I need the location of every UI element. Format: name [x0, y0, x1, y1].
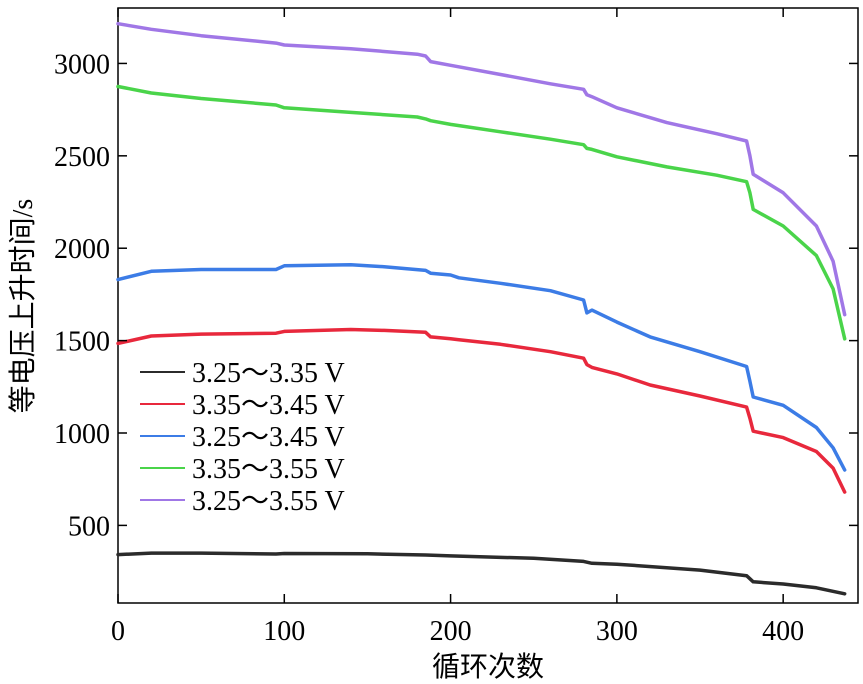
x-tick-label: 400	[762, 616, 804, 647]
legend-label: 3.35～3.45 V	[192, 390, 345, 421]
series-layer	[116, 21, 847, 596]
y-tick-label: 500	[68, 511, 110, 542]
y-tick-label: 2000	[54, 234, 110, 265]
axes-layer: 0 100 200 300 400 500 1000 1500 2000 2500 3000	[54, 8, 858, 647]
series-line-3	[116, 263, 847, 472]
series-line-1	[116, 551, 847, 596]
legend-label: 3.25～3.55 V	[192, 486, 345, 517]
x-tick-label: 300	[596, 616, 638, 647]
x-tick-label: 0	[111, 616, 125, 647]
x-tick-label: 100	[263, 616, 305, 647]
y-tick-label: 1500	[54, 327, 110, 358]
y-axis-label: 等电压上升时间/s	[7, 199, 39, 414]
legend: 3.25～3.35 V3.35～3.45 V3.25～3.45 V3.35～3.…	[140, 358, 345, 517]
plot-frame	[117, 7, 859, 604]
series-line-5	[116, 21, 847, 317]
y-tick-label: 3000	[54, 49, 110, 80]
series-line-2	[116, 327, 847, 494]
y-tick-label: 2500	[54, 142, 110, 173]
legend-label: 3.25～3.45 V	[192, 422, 345, 453]
x-axis-label: 循环次数	[432, 651, 544, 683]
x-tick-label: 200	[430, 616, 472, 647]
y-tick-label: 1000	[54, 419, 110, 450]
series-line-4	[116, 84, 847, 341]
legend-label: 3.35～3.55 V	[192, 454, 345, 485]
legend-label: 3.25～3.35 V	[192, 358, 345, 389]
